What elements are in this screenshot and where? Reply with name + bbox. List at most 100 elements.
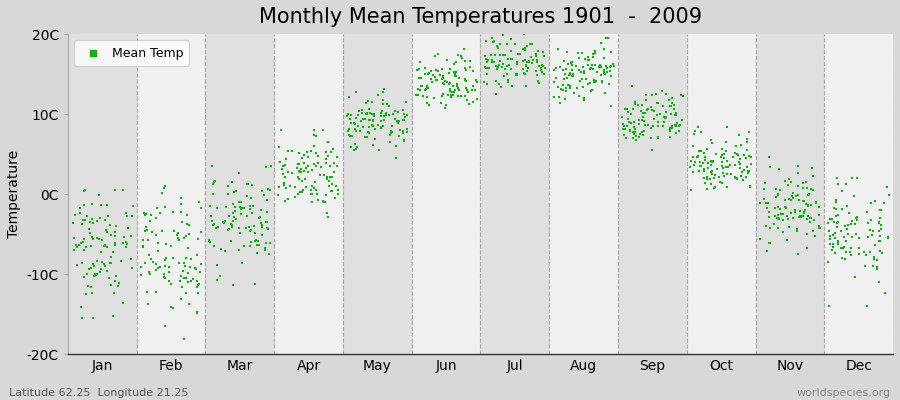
Point: [852, 235, 867, 242]
Point: [519, 59, 534, 66]
Point: [588, 48, 602, 54]
Point: [470, 96, 484, 102]
Point: [233, 204, 248, 210]
Point: [521, 58, 535, 64]
Point: [458, 85, 473, 91]
Point: [108, 233, 122, 239]
Point: [512, 50, 526, 57]
Point: [705, 170, 719, 177]
Point: [664, 110, 679, 117]
Point: [873, 207, 887, 214]
Point: [272, 184, 286, 190]
Point: [383, 139, 398, 145]
Point: [770, 214, 785, 221]
Point: [503, 56, 517, 62]
Point: [469, 77, 483, 84]
Point: [510, 51, 525, 58]
Point: [363, 117, 377, 124]
Point: [492, 80, 507, 87]
Point: [365, 142, 380, 148]
Point: [604, 49, 618, 56]
Point: [399, 99, 413, 105]
Point: [859, 252, 873, 258]
Point: [672, 123, 687, 130]
Point: [138, 260, 152, 267]
Point: [433, 72, 447, 78]
Point: [111, 283, 125, 289]
Point: [158, 263, 172, 269]
Point: [226, 209, 240, 216]
Point: [770, 204, 785, 210]
Bar: [411, 34, 481, 354]
Point: [627, 129, 642, 136]
Point: [772, 186, 787, 193]
Point: [683, 158, 698, 164]
Point: [821, 259, 835, 265]
Point: [694, 128, 708, 135]
Point: [760, 205, 775, 212]
Point: [416, 93, 430, 99]
Point: [662, 128, 677, 134]
Point: [94, 249, 109, 256]
Point: [158, 323, 172, 330]
Point: [636, 114, 651, 120]
Point: [307, 161, 321, 167]
Point: [98, 263, 112, 269]
Point: [767, 220, 781, 227]
Point: [100, 268, 114, 275]
Point: [293, 169, 308, 176]
Point: [806, 165, 820, 171]
Point: [263, 240, 277, 246]
Point: [292, 168, 306, 175]
Point: [845, 234, 859, 240]
Point: [86, 315, 100, 321]
Point: [116, 300, 130, 306]
Point: [234, 206, 248, 212]
Point: [74, 304, 88, 310]
Point: [264, 163, 278, 169]
Point: [646, 123, 661, 130]
Point: [617, 106, 632, 112]
Point: [296, 168, 310, 174]
Point: [676, 93, 690, 99]
Point: [686, 154, 700, 161]
Point: [708, 184, 723, 190]
Point: [753, 236, 768, 242]
Point: [509, 70, 524, 77]
Point: [720, 124, 734, 131]
Point: [696, 160, 710, 166]
Text: Latitude 62.25  Longitude 21.25: Latitude 62.25 Longitude 21.25: [9, 388, 188, 398]
Point: [309, 162, 323, 169]
Point: [800, 184, 814, 191]
Point: [781, 182, 796, 188]
Point: [851, 250, 866, 257]
Point: [86, 260, 101, 267]
Point: [327, 160, 341, 166]
Point: [572, 67, 586, 74]
Point: [459, 78, 473, 84]
Point: [97, 261, 112, 267]
Point: [509, 59, 524, 65]
Point: [651, 134, 665, 141]
Point: [428, 67, 443, 73]
Point: [447, 61, 462, 68]
Point: [140, 237, 155, 244]
Point: [234, 211, 248, 217]
Point: [176, 284, 190, 290]
Point: [409, 92, 423, 98]
Point: [477, 53, 491, 60]
Point: [206, 191, 220, 197]
Point: [699, 176, 714, 182]
Point: [697, 168, 711, 174]
Point: [565, 62, 580, 68]
Point: [157, 271, 171, 278]
Point: [501, 77, 516, 84]
Point: [367, 111, 382, 118]
Point: [861, 234, 876, 240]
Point: [669, 122, 683, 128]
Point: [248, 230, 263, 236]
Point: [171, 260, 185, 266]
Point: [479, 56, 493, 63]
Point: [237, 205, 251, 212]
Point: [593, 72, 608, 79]
